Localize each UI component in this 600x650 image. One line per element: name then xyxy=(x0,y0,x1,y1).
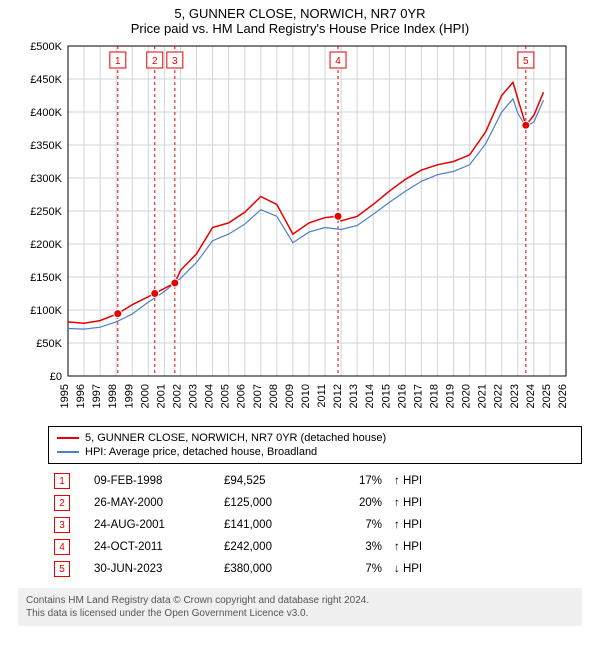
event-date: 09-FEB-1998 xyxy=(88,470,218,492)
event-row: 3 24-AUG-2001£141,0007%↑ HPI xyxy=(48,514,582,536)
svg-text:2001: 2001 xyxy=(155,384,167,408)
event-pct: 17% xyxy=(328,470,388,492)
event-number-box: 3 xyxy=(54,517,70,533)
price-chart: £0 £50K £100K £150K £200K £250K £300K £350K £400… xyxy=(20,38,580,418)
svg-text:4: 4 xyxy=(335,56,341,67)
svg-text:2005: 2005 xyxy=(220,384,232,408)
svg-text:£350K: £350K xyxy=(30,140,62,152)
event-direction: ↑ HPI xyxy=(388,470,582,492)
svg-text:2025: 2025 xyxy=(541,384,553,408)
event-direction: ↑ HPI xyxy=(388,492,582,514)
svg-text:2002: 2002 xyxy=(171,384,183,408)
chart-legend: 5, GUNNER CLOSE, NORWICH, NR7 0YR (detac… xyxy=(48,426,582,464)
svg-text:2016: 2016 xyxy=(396,384,408,408)
event-direction: ↑ HPI xyxy=(388,536,582,558)
svg-text:2015: 2015 xyxy=(380,384,392,408)
attribution-footer: Contains HM Land Registry data © Crown c… xyxy=(18,588,582,626)
chart-title-sub: Price paid vs. HM Land Registry's House … xyxy=(0,21,600,36)
sale-events-table: 109-FEB-1998£94,52517%↑ HPI226-MAY-2000£… xyxy=(48,470,582,580)
event-number-box: 1 xyxy=(54,473,70,489)
event-date: 26-MAY-2000 xyxy=(88,492,218,514)
event-date: 30-JUN-2023 xyxy=(88,558,218,580)
legend-swatch xyxy=(57,451,79,453)
svg-text:2013: 2013 xyxy=(348,384,360,408)
event-price: £125,000 xyxy=(218,492,328,514)
svg-text:£250K: £250K xyxy=(30,206,62,218)
svg-text:2008: 2008 xyxy=(268,384,280,408)
event-direction: ↑ HPI xyxy=(388,514,582,536)
svg-text:£0: £0 xyxy=(50,371,62,383)
event-row: 4 24-OCT-2011£242,0003%↑ HPI xyxy=(48,536,582,558)
svg-text:2024: 2024 xyxy=(525,384,537,408)
svg-text:1995: 1995 xyxy=(59,384,71,408)
svg-text:1999: 1999 xyxy=(123,384,135,408)
svg-text:5: 5 xyxy=(523,56,529,67)
svg-text:£400K: £400K xyxy=(30,107,62,119)
svg-text:2003: 2003 xyxy=(188,384,200,408)
footer-line-2: This data is licensed under the Open Gov… xyxy=(26,607,574,620)
svg-text:£500K: £500K xyxy=(30,41,62,53)
svg-text:2010: 2010 xyxy=(300,384,312,408)
svg-text:£50K: £50K xyxy=(36,338,62,350)
svg-text:1: 1 xyxy=(115,56,121,67)
svg-text:2007: 2007 xyxy=(252,384,264,408)
svg-text:£100K: £100K xyxy=(30,305,62,317)
svg-text:£450K: £450K xyxy=(30,74,62,86)
event-number-box: 4 xyxy=(54,539,70,555)
event-row: 1 09-FEB-1998£94,52517%↑ HPI xyxy=(48,470,582,492)
chart-title-address: 5, GUNNER CLOSE, NORWICH, NR7 0YR xyxy=(0,6,600,21)
event-number-box: 2 xyxy=(54,495,70,511)
event-date: 24-AUG-2001 xyxy=(88,514,218,536)
legend-item: HPI: Average price, detached house, Broa… xyxy=(57,445,573,459)
svg-text:2006: 2006 xyxy=(236,384,248,408)
svg-text:2011: 2011 xyxy=(316,384,328,408)
event-pct: 20% xyxy=(328,492,388,514)
event-row: 2 26-MAY-2000£125,00020%↑ HPI xyxy=(48,492,582,514)
svg-text:2012: 2012 xyxy=(332,384,344,408)
event-row: 5 30-JUN-2023£380,0007%↓ HPI xyxy=(48,558,582,580)
svg-text:2000: 2000 xyxy=(139,384,151,408)
svg-text:3: 3 xyxy=(172,56,178,67)
svg-text:2020: 2020 xyxy=(461,384,473,408)
svg-text:2021: 2021 xyxy=(477,384,489,408)
svg-text:£200K: £200K xyxy=(30,239,62,251)
event-pct: 3% xyxy=(328,536,388,558)
event-pct: 7% xyxy=(328,514,388,536)
legend-item: 5, GUNNER CLOSE, NORWICH, NR7 0YR (detac… xyxy=(57,431,573,445)
svg-text:2026: 2026 xyxy=(557,384,569,408)
svg-text:1996: 1996 xyxy=(75,384,87,408)
svg-text:£150K: £150K xyxy=(30,272,62,284)
event-pct: 7% xyxy=(328,558,388,580)
svg-text:2009: 2009 xyxy=(284,384,296,408)
event-date: 24-OCT-2011 xyxy=(88,536,218,558)
svg-text:2019: 2019 xyxy=(445,384,457,408)
svg-text:2017: 2017 xyxy=(412,384,424,408)
legend-label: 5, GUNNER CLOSE, NORWICH, NR7 0YR (detac… xyxy=(85,432,386,444)
event-price: £242,000 xyxy=(218,536,328,558)
legend-label: HPI: Average price, detached house, Broa… xyxy=(85,446,317,458)
svg-text:2023: 2023 xyxy=(509,384,521,408)
legend-swatch xyxy=(57,437,79,439)
event-price: £141,000 xyxy=(218,514,328,536)
svg-text:1997: 1997 xyxy=(91,384,103,408)
event-direction: ↓ HPI xyxy=(388,558,582,580)
event-price: £380,000 xyxy=(218,558,328,580)
svg-text:2014: 2014 xyxy=(364,384,376,408)
svg-text:2022: 2022 xyxy=(493,384,505,408)
svg-text:£300K: £300K xyxy=(30,173,62,185)
event-price: £94,525 xyxy=(218,470,328,492)
svg-text:1998: 1998 xyxy=(107,384,119,408)
svg-text:2018: 2018 xyxy=(428,384,440,408)
svg-text:2004: 2004 xyxy=(204,384,216,408)
event-number-box: 5 xyxy=(54,561,70,577)
footer-line-1: Contains HM Land Registry data © Crown c… xyxy=(26,594,574,607)
svg-text:2: 2 xyxy=(152,56,158,67)
